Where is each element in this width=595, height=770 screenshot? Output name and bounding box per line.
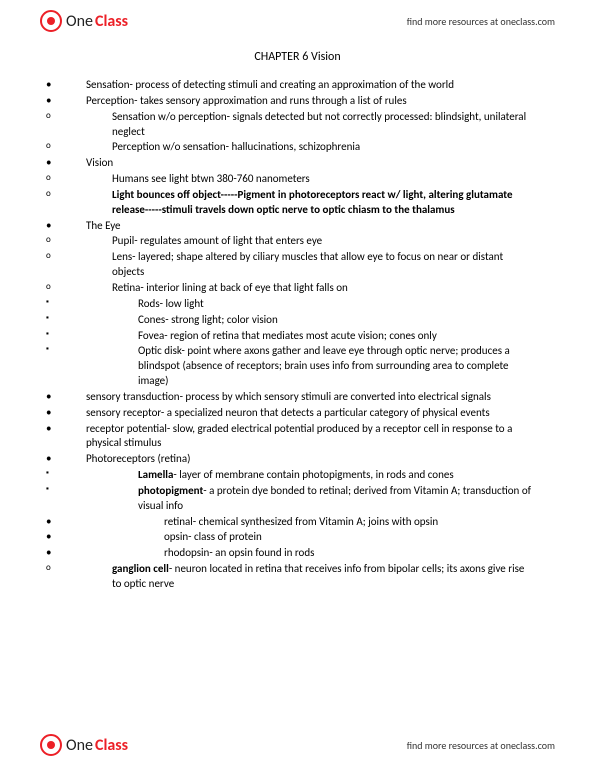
text: - neuron located in retina that receives…	[112, 562, 524, 590]
list-item: opsin- class of protein	[60, 530, 535, 545]
text: - layer of membrane contain photopigment…	[173, 468, 453, 481]
list-item: Humans see light btwn 380-760 nanometers	[60, 172, 535, 187]
list-item: Perception w/o sensation- hallucinations…	[60, 140, 535, 155]
document-content: CHAPTER 6 Vision Sensation- process of d…	[0, 38, 595, 592]
list-item: Pupil- regulates amount of light that en…	[60, 234, 535, 249]
list-item: Optic disk- point where axons gather and…	[60, 344, 535, 389]
notes-list: Sensation- process of detecting stimuli …	[60, 78, 535, 592]
logo-text-class: Class	[95, 12, 128, 31]
bold-text: Light bounces off object-----Pigment in …	[112, 188, 513, 216]
logo-text-class: Class	[95, 736, 128, 755]
list-item: Sensation- process of detecting stimuli …	[60, 78, 535, 93]
list-item: photopigment- a protein dye bonded to re…	[60, 484, 535, 514]
list-item: Photoreceptors (retina)	[60, 452, 535, 467]
list-item: rhodopsin- an opsin found in rods	[60, 546, 535, 561]
list-item: Rods- low light	[60, 297, 535, 312]
list-item: ganglion cell- neuron located in retina …	[60, 562, 535, 592]
list-item: sensory transduction- process by which s…	[60, 390, 535, 405]
bold-text: photopigment	[138, 484, 203, 497]
list-item: Light bounces off object-----Pigment in …	[60, 188, 535, 218]
resources-link-top[interactable]: find more resources at oneclass.com	[407, 15, 555, 28]
list-item: sensory receptor- a specialized neuron t…	[60, 406, 535, 421]
list-item: Lamella- layer of membrane contain photo…	[60, 468, 535, 483]
bold-text: ganglion cell	[112, 562, 169, 575]
chapter-title: CHAPTER 6 Vision	[60, 50, 535, 64]
list-item: Vision	[60, 156, 535, 171]
footer: One Class find more resources at oneclas…	[0, 724, 595, 762]
list-item: receptor potential- slow, graded electri…	[60, 422, 535, 452]
resources-link-bottom[interactable]: find more resources at oneclass.com	[407, 739, 555, 752]
list-item: retinal- chemical synthesized from Vitam…	[60, 515, 535, 530]
list-item: Perception- takes sensory approximation …	[60, 94, 535, 109]
logo-text-one: One	[66, 736, 93, 755]
list-item: Cones- strong light; color vision	[60, 313, 535, 328]
logo: One Class	[40, 10, 128, 32]
logo-footer: One Class	[40, 734, 128, 756]
list-item: Retina- interior lining at back of eye t…	[60, 281, 535, 296]
bold-text: Lamella	[138, 468, 173, 481]
list-item: Sensation w/o perception- signals detect…	[60, 110, 535, 140]
list-item: Lens- layered; shape altered by ciliary …	[60, 250, 535, 280]
logo-text-one: One	[66, 12, 93, 31]
list-item: The Eye	[60, 219, 535, 234]
header: One Class find more resources at oneclas…	[0, 0, 595, 38]
logo-icon	[40, 734, 62, 756]
logo-icon	[40, 10, 62, 32]
list-item: Fovea- region of retina that mediates mo…	[60, 329, 535, 344]
